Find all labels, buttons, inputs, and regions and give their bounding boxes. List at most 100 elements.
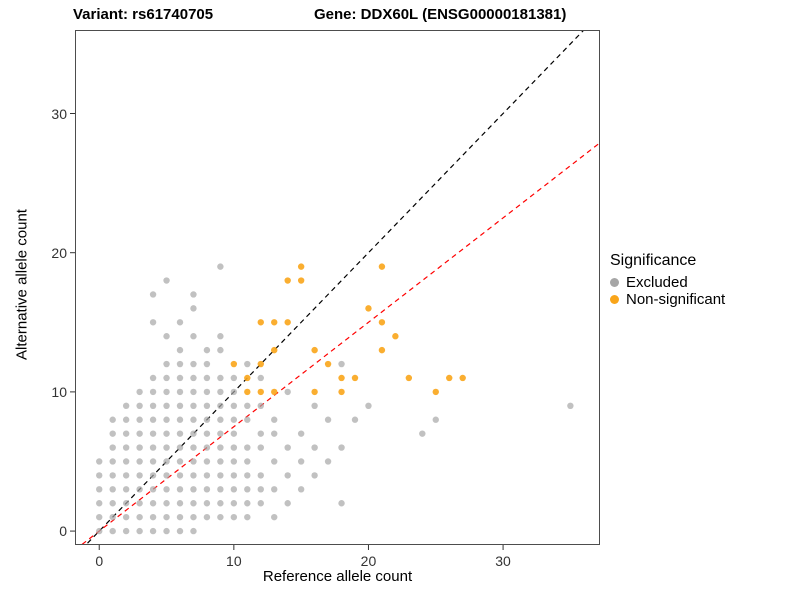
scatter-point-excluded (338, 444, 345, 451)
scatter-point-non-significant (378, 263, 386, 270)
scatter-point-excluded (136, 472, 143, 479)
scatter-point-excluded (190, 360, 197, 368)
scatter-point-excluded (190, 291, 197, 298)
scatter-point-non-significant (257, 388, 264, 396)
scatter-point-excluded (149, 458, 157, 465)
scatter-point-excluded (567, 402, 574, 410)
scatter-point-excluded (217, 402, 224, 410)
scatter-point-excluded (217, 263, 224, 270)
scatter-point-excluded (217, 444, 224, 451)
scatter-point-excluded (176, 458, 184, 465)
scatter-point-non-significant (271, 388, 278, 396)
scatter-point-excluded (217, 500, 224, 507)
scatter-point-excluded (190, 458, 197, 465)
scatter-point-excluded (217, 458, 224, 465)
scatter-point-excluded (257, 486, 264, 493)
scatter-point-excluded (109, 430, 116, 437)
scatter-point-excluded (149, 416, 157, 423)
y-tick-label: 10 (51, 383, 67, 400)
legend-entry-label: Excluded (626, 274, 688, 291)
scatter-point-excluded (176, 527, 184, 535)
scatter-point-excluded (176, 416, 184, 423)
scatter-point-excluded (163, 402, 170, 410)
scatter-point-non-significant (311, 346, 318, 354)
scatter-point-excluded (190, 416, 197, 423)
scatter-point-excluded (297, 430, 305, 437)
scatter-point-excluded (217, 416, 224, 423)
scatter-point-excluded (244, 458, 251, 465)
scatter-point-excluded (109, 500, 116, 507)
scatter-point-excluded (136, 527, 143, 535)
scatter-point-excluded (149, 527, 157, 535)
scatter-point-excluded (149, 291, 157, 298)
scatter-point-excluded (190, 513, 197, 521)
scatter-point-excluded (244, 513, 251, 521)
scatter-point-non-significant (378, 319, 386, 326)
scatter-point-excluded (244, 402, 251, 410)
scatter-point-excluded (284, 472, 291, 479)
scatter-point-excluded (109, 458, 116, 465)
scatter-point-non-significant (459, 374, 466, 382)
scatter-point-excluded (136, 513, 143, 521)
scatter-point-excluded (149, 472, 157, 479)
scatter-point-excluded (163, 500, 170, 507)
scatter-point-excluded (149, 500, 157, 507)
scatter-point-excluded (230, 513, 238, 521)
scatter-point-excluded (190, 486, 197, 493)
panel-border (75, 30, 600, 545)
scatter-point-non-significant (244, 374, 251, 382)
scatter-point-excluded (284, 500, 291, 507)
scatter-point-excluded (244, 486, 251, 493)
scatter-point-excluded (163, 486, 170, 493)
scatter-point-excluded (109, 513, 116, 521)
scatter-point-excluded (163, 416, 170, 423)
scatter-point-excluded (163, 513, 170, 521)
scatter-point-excluded (203, 402, 211, 410)
scatter-point-excluded (190, 444, 197, 451)
scatter-point-excluded (338, 360, 345, 368)
scatter-point-excluded (122, 430, 130, 437)
scatter-point-non-significant (284, 277, 291, 284)
scatter-point-excluded (203, 513, 211, 521)
scatter-point-excluded (136, 416, 143, 423)
scatter-point-excluded (136, 500, 143, 507)
scatter-point-excluded (257, 430, 264, 437)
scatter-point-excluded (163, 388, 170, 396)
scatter-point-non-significant (432, 388, 439, 396)
scatter-point-excluded (230, 444, 238, 451)
scatter-point-excluded (297, 486, 305, 493)
scatter-point-excluded (96, 513, 103, 521)
scatter-point-excluded (163, 360, 170, 368)
scatter-point-excluded (271, 416, 278, 423)
scatter-point-excluded (149, 319, 157, 326)
scatter-point-excluded (176, 346, 184, 354)
scatter-point-excluded (190, 388, 197, 396)
scatter-point-excluded (351, 416, 359, 423)
scatter-point-non-significant (338, 374, 345, 382)
scatter-point-excluded (271, 430, 278, 437)
scatter-point-non-significant (284, 319, 291, 326)
fit-line (80, 142, 600, 545)
scatter-point-excluded (190, 305, 197, 312)
scatter-point-excluded (244, 416, 251, 423)
scatter-point-excluded (217, 430, 224, 437)
scatter-point-excluded (203, 458, 211, 465)
legend: Significance Excluded Non-significant (610, 252, 795, 308)
scatter-point-non-significant (351, 374, 359, 382)
scatter-point-excluded (311, 402, 318, 410)
scatter-point-excluded (257, 402, 264, 410)
scatter-point-excluded (163, 444, 170, 451)
scatter-point-excluded (311, 444, 318, 451)
scatter-point-excluded (176, 472, 184, 479)
scatter-point-excluded (109, 472, 116, 479)
scatter-point-excluded (203, 430, 211, 437)
scatter-point-excluded (230, 388, 238, 396)
excluded-dot-icon (610, 278, 619, 287)
scatter-point-excluded (163, 333, 170, 340)
scatter-point-excluded (122, 472, 130, 479)
scatter-point-excluded (203, 388, 211, 396)
scatter-point-excluded (176, 444, 184, 451)
scatter-point-excluded (122, 444, 130, 451)
scatter-point-excluded (230, 402, 238, 410)
scatter-point-excluded (324, 458, 332, 465)
